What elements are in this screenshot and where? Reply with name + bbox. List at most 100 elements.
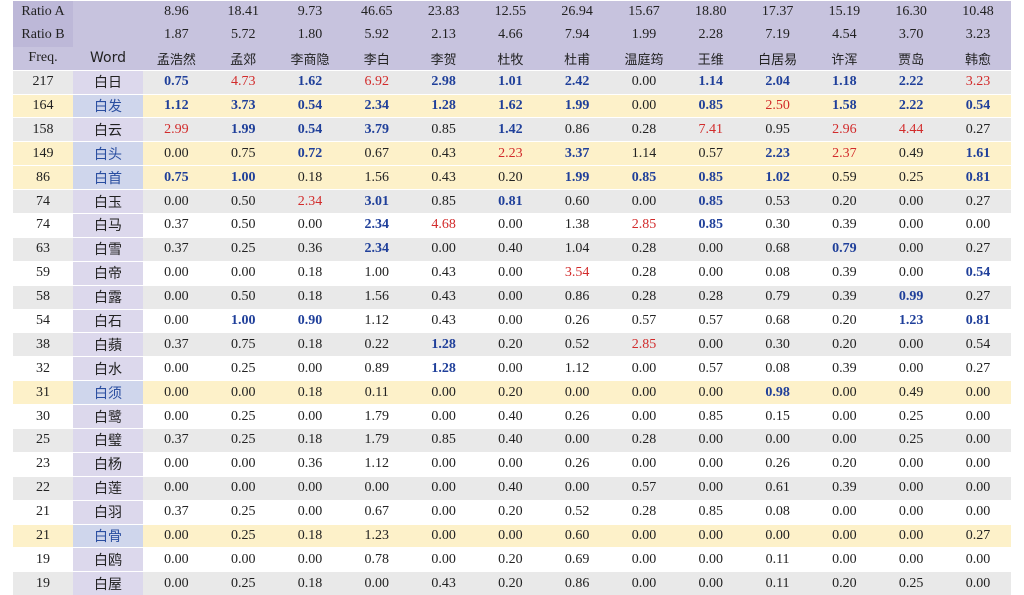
value-cell: 0.00 <box>209 380 277 405</box>
ratio-b-value: 5.72 <box>209 23 277 47</box>
value-cell: 0.98 <box>744 380 811 405</box>
value-cell: 0.50 <box>209 213 277 238</box>
value-cell: 0.00 <box>476 213 544 238</box>
ratio-a-spacer <box>73 1 143 24</box>
value-cell: 0.00 <box>476 284 544 310</box>
value-cell: 1.56 <box>343 165 411 190</box>
value-cell: 0.00 <box>610 93 678 118</box>
word-cell: 白鹭 <box>73 404 143 429</box>
value-cell: 0.00 <box>677 332 745 357</box>
poet-column-header: 李贺 <box>410 46 477 71</box>
value-cell: 0.25 <box>209 356 277 381</box>
table-row: 164 白发 1.12 3.73 0.54 2.34 1.28 1.62 1.99 0.00 0.8… <box>13 93 1012 118</box>
value-cell: 1.28 <box>410 332 477 357</box>
value-cell: 0.00 <box>610 404 678 429</box>
value-cell: 0.25 <box>209 499 277 525</box>
value-cell: 0.49 <box>877 380 945 405</box>
value-cell: 1.99 <box>209 117 277 142</box>
value-cell: 0.40 <box>476 236 544 262</box>
value-cell: 0.39 <box>810 284 878 310</box>
value-cell: 0.43 <box>410 260 477 286</box>
value-cell: 0.00 <box>610 451 678 477</box>
value-cell: 0.79 <box>810 236 878 262</box>
value-cell: 0.26 <box>744 451 811 477</box>
table-row: 21 白羽 0.37 0.25 0.00 0.67 0.00 0.20 0.52 0.28 0.85… <box>13 499 1012 525</box>
value-cell: 0.85 <box>410 117 477 142</box>
value-cell: 0.85 <box>410 189 477 214</box>
value-cell: 0.20 <box>476 380 544 405</box>
value-cell: 0.00 <box>143 404 210 429</box>
value-cell: 4.44 <box>877 117 945 142</box>
poet-column-header: 温庭筠 <box>610 46 678 71</box>
value-cell: 0.18 <box>276 428 344 453</box>
word-cell: 白发 <box>73 93 143 118</box>
poet-word-frequency-table: Ratio A 8.96 18.41 9.73 46.65 23.83 12.55 26.9… <box>13 1 1012 595</box>
word-cell: 白屋 <box>73 571 143 595</box>
value-cell: 0.00 <box>610 571 678 595</box>
value-cell: 0.00 <box>143 475 210 501</box>
value-cell: 2.42 <box>543 69 611 95</box>
value-cell: 1.28 <box>410 93 477 118</box>
value-cell: 0.37 <box>143 213 210 238</box>
value-cell: 0.54 <box>944 93 1012 118</box>
value-cell: 0.43 <box>410 308 477 333</box>
ratio-b-value: 2.28 <box>677 23 745 47</box>
value-cell: 0.75 <box>209 332 277 357</box>
table-row: 86 白首 0.75 1.00 0.18 1.56 0.43 0.20 1.99 0.85 0.85… <box>13 165 1012 190</box>
poet-column-header: 李商隐 <box>276 46 344 71</box>
value-cell: 0.00 <box>810 499 878 525</box>
value-cell: 0.25 <box>877 165 945 190</box>
value-cell: 1.23 <box>877 308 945 333</box>
table-row: 149 白头 0.00 0.75 0.72 0.67 0.43 2.23 3.37 1.14 0.5… <box>13 141 1012 166</box>
value-cell: 0.40 <box>476 428 544 453</box>
value-cell: 0.25 <box>209 523 277 548</box>
value-cell: 1.14 <box>610 141 678 166</box>
value-cell: 0.75 <box>209 141 277 166</box>
ratio-b-spacer <box>73 23 143 47</box>
value-cell: 0.00 <box>810 523 878 548</box>
value-cell: 0.20 <box>810 308 878 333</box>
value-cell: 0.20 <box>476 571 544 595</box>
value-cell: 0.18 <box>276 523 344 548</box>
value-cell: 0.00 <box>810 428 878 453</box>
freq-cell: 217 <box>13 69 73 95</box>
value-cell: 1.01 <box>476 69 544 95</box>
value-cell: 2.34 <box>276 189 344 214</box>
value-cell: 0.85 <box>677 165 745 190</box>
ratio-b-label: Ratio B <box>13 23 73 47</box>
value-cell: 2.34 <box>343 93 411 118</box>
freq-cell: 58 <box>13 284 73 310</box>
value-cell: 0.39 <box>810 356 878 381</box>
freq-cell: 19 <box>13 571 73 595</box>
value-cell: 0.86 <box>543 571 611 595</box>
value-cell: 0.52 <box>543 332 611 357</box>
ratio-a-value: 26.94 <box>543 1 611 24</box>
freq-cell: 23 <box>13 451 73 477</box>
value-cell: 0.50 <box>209 189 277 214</box>
value-cell: 0.53 <box>744 189 811 214</box>
word-cell: 白水 <box>73 356 143 381</box>
value-cell: 0.57 <box>610 475 678 501</box>
word-cell: 白石 <box>73 308 143 333</box>
value-cell: 0.00 <box>476 356 544 381</box>
value-cell: 0.69 <box>543 547 611 572</box>
value-cell: 0.37 <box>143 236 210 262</box>
table-row: 19 白屋 0.00 0.25 0.18 0.00 0.43 0.20 0.86 0.00 0.00… <box>13 571 1012 595</box>
value-cell: 0.18 <box>276 571 344 595</box>
value-cell: 0.00 <box>143 356 210 381</box>
value-cell: 0.00 <box>677 547 745 572</box>
value-cell: 0.18 <box>276 260 344 286</box>
value-cell: 2.85 <box>610 332 678 357</box>
value-cell: 0.00 <box>610 69 678 95</box>
word-cell: 白须 <box>73 380 143 405</box>
freq-cell: 158 <box>13 117 73 142</box>
value-cell: 0.26 <box>543 451 611 477</box>
ratio-b-value: 5.92 <box>343 23 411 47</box>
value-cell: 0.00 <box>877 475 945 501</box>
value-cell: 0.68 <box>744 236 811 262</box>
value-cell: 1.12 <box>343 308 411 333</box>
value-cell: 0.00 <box>410 451 477 477</box>
value-cell: 2.37 <box>810 141 878 166</box>
table-row: 217 白日 0.75 4.73 1.62 6.92 2.98 1.01 2.42 0.00 1.1… <box>13 69 1012 95</box>
value-cell: 0.18 <box>276 165 344 190</box>
